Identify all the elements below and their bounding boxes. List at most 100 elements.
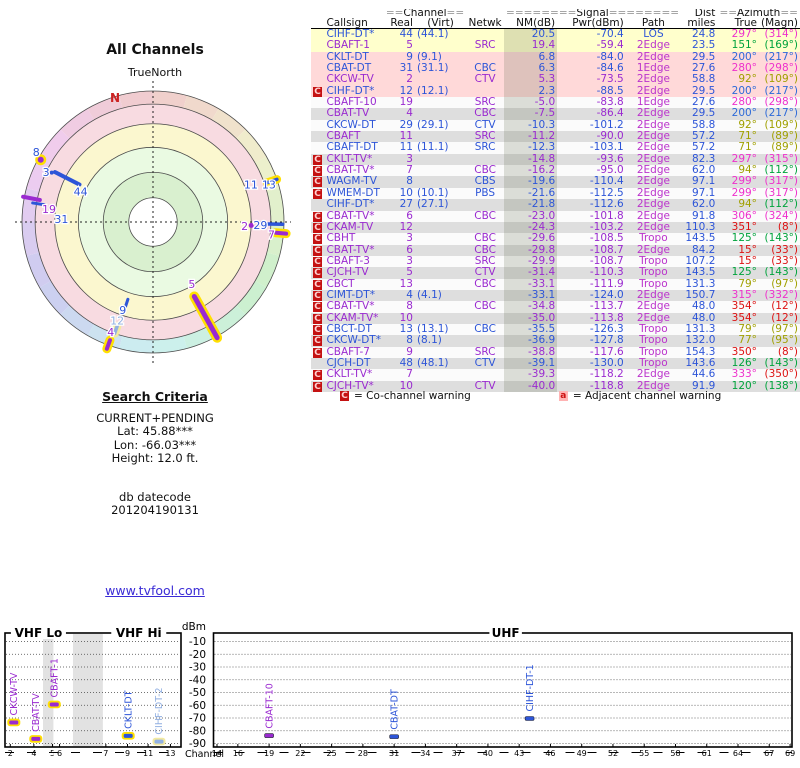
- cell-az-true: 350°: [717, 347, 759, 358]
- cell-az-magn: (97°): [759, 279, 800, 290]
- cell-virt: [415, 165, 466, 176]
- channel-tick-label: 69: [785, 749, 795, 758]
- cell-az-magn: (12°): [759, 301, 800, 312]
- cell-dist: 143.5: [681, 233, 717, 244]
- signal-group-header: ========Signal========: [504, 9, 681, 18]
- dbm-tick-label: -60: [189, 700, 206, 712]
- cell-nm: 6.8: [504, 52, 557, 63]
- cell-netwk: [466, 369, 504, 380]
- cell-callsign: CBHT: [324, 233, 383, 244]
- cell-warning: [311, 358, 324, 369]
- cell-nm: -38.8: [504, 347, 557, 358]
- dbm-tick-label: -30: [189, 662, 206, 674]
- channel-tick-label: 37: [452, 749, 462, 758]
- cell-az-true: 315°: [717, 290, 759, 301]
- cell-warning: C: [311, 176, 324, 187]
- cell-az-true: 71°: [717, 142, 759, 153]
- co-channel-warning-icon: C: [313, 177, 322, 187]
- cell-az-true: 200°: [717, 52, 759, 63]
- signal-marker: [31, 737, 40, 741]
- cell-real: 12: [384, 86, 415, 97]
- table-row: CWAGM-TV8CBS-19.6-110.42Edge97.1299°(317…: [311, 176, 800, 187]
- table-row: CCIMT-DT*4(4.1)-33.1-124.02Edge150.7315°…: [311, 290, 800, 301]
- cell-path: 2Edge: [626, 86, 681, 97]
- cell-dist: 57.2: [681, 142, 717, 153]
- cell-virt: (11.1): [415, 142, 466, 153]
- cell-path: Tropo: [626, 279, 681, 290]
- col-header-magn: (Magn): [759, 18, 800, 29]
- channel-tick-label: 34: [420, 749, 430, 758]
- cell-real: 31: [384, 63, 415, 74]
- cell-virt: [415, 301, 466, 312]
- cell-az-magn: (33°): [759, 245, 800, 256]
- cell-warning: C: [311, 154, 324, 165]
- cell-real: 13: [384, 324, 415, 335]
- cell-warning: [311, 63, 324, 74]
- cell-real: 6: [384, 245, 415, 256]
- cell-netwk: CBC: [466, 233, 504, 244]
- cell-path: 2Edge: [626, 313, 681, 324]
- band-gap: [73, 634, 103, 746]
- cell-virt: (10.1): [415, 188, 466, 199]
- cell-az-magn: (217°): [759, 52, 800, 63]
- cell-az-magn: (89°): [759, 142, 800, 153]
- cell-callsign: CBCT-DT: [324, 324, 383, 335]
- cell-dist: 27.6: [681, 63, 717, 74]
- cell-netwk: CBC: [466, 279, 504, 290]
- cell-netwk: [466, 290, 504, 301]
- polar-channel-label: 13: [262, 178, 276, 191]
- cell-pwr: -103.2: [557, 222, 626, 233]
- cell-pwr: -84.0: [557, 52, 626, 63]
- cell-az-magn: (95°): [759, 335, 800, 346]
- channel-tick-label: 61: [702, 749, 712, 758]
- tvfool-link[interactable]: www.tvfool.com: [105, 583, 205, 598]
- table-row: CCBAT-TV*6CBC-29.8-108.72Edge84.215°(33°…: [311, 245, 800, 256]
- cell-warning: C: [311, 188, 324, 199]
- polar-marker-ch7: [276, 233, 286, 234]
- cell-nm: -29.6: [504, 233, 557, 244]
- co-channel-warning-icon: C: [313, 382, 322, 392]
- co-channel-warning-icon: C: [313, 246, 322, 256]
- table-column-header-row: Callsign Real (Virt) Netwk NM(dB) Pwr(dB…: [311, 18, 800, 29]
- cell-callsign: WMEM-DT: [324, 188, 383, 199]
- cell-netwk: SRC: [466, 256, 504, 267]
- co-channel-legend-text: = Co-channel warning: [354, 390, 471, 402]
- co-channel-warning-icon: C: [340, 391, 349, 401]
- co-channel-warning-icon: C: [313, 234, 322, 244]
- cell-az-magn: (109°): [759, 120, 800, 131]
- cell-netwk: [466, 29, 504, 41]
- cell-az-true: 354°: [717, 313, 759, 324]
- cell-warning: C: [311, 369, 324, 380]
- co-channel-warning-icon: C: [313, 370, 322, 380]
- polar-channel-label: 44: [74, 185, 88, 198]
- cell-pwr: -110.4: [557, 176, 626, 187]
- cell-warning: C: [311, 256, 324, 267]
- channel-tick-label: 67: [764, 749, 774, 758]
- cell-nm: -29.8: [504, 245, 557, 256]
- cell-path: LOS: [626, 29, 681, 41]
- cell-callsign: CIHF-DT*: [324, 29, 383, 41]
- cell-warning: C: [311, 222, 324, 233]
- cell-az-true: 125°: [717, 233, 759, 244]
- cell-warning: [311, 131, 324, 142]
- cell-az-true: 280°: [717, 97, 759, 108]
- search-mode: CURRENT+PENDING: [40, 412, 270, 426]
- co-channel-warning-icon: C: [313, 87, 322, 97]
- cell-nm: -31.4: [504, 267, 557, 278]
- cell-callsign: CKCW-DT*: [324, 335, 383, 346]
- cell-dist: 82.3: [681, 154, 717, 165]
- cell-netwk: [466, 313, 504, 324]
- cell-dist: 154.3: [681, 347, 717, 358]
- col-header-virt: (Virt): [415, 18, 466, 29]
- cell-az-true: 354°: [717, 301, 759, 312]
- cell-pwr: -86.4: [557, 108, 626, 119]
- cell-pwr: -83.8: [557, 97, 626, 108]
- cell-callsign: WAGM-TV: [324, 176, 383, 187]
- cell-az-magn: (217°): [759, 108, 800, 119]
- cell-callsign: CKLT-TV*: [324, 369, 383, 380]
- cell-virt: [415, 256, 466, 267]
- col-header-true: True: [717, 18, 759, 29]
- channel-axis-title: Channel: [185, 749, 224, 760]
- cell-az-true: 125°: [717, 267, 759, 278]
- cell-nm: 20.5: [504, 29, 557, 41]
